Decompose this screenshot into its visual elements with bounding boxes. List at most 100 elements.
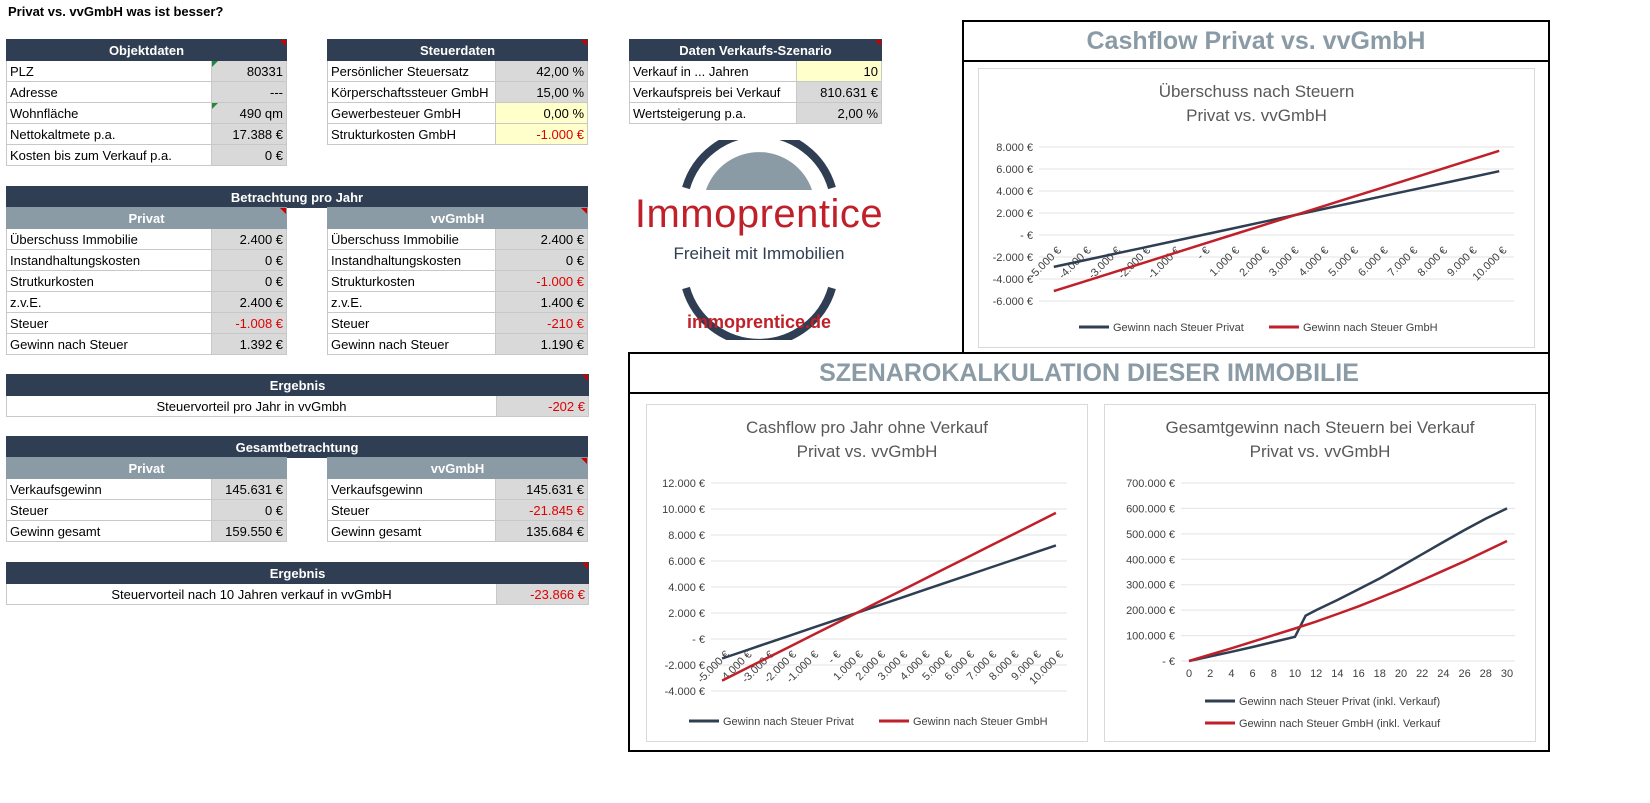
row-value[interactable]: 2.400 € xyxy=(495,228,588,250)
chart-title: Überschuss nach Steuern xyxy=(1159,82,1355,101)
y-tick-label: 8.000 € xyxy=(996,142,1033,154)
table-row: Steuer -1.008 € xyxy=(6,312,288,334)
table-row: Strutkurkosten 0 € xyxy=(6,270,288,292)
row-value[interactable]: 1.190 € xyxy=(495,333,588,355)
gesamt-gmbh-table: vvGmbH Verkaufsgewinn 145.631 € Steuer -21.… xyxy=(327,457,588,542)
table-row: z.v.E. 1.400 € xyxy=(327,291,588,313)
row-value[interactable]: 1.392 € xyxy=(210,333,288,355)
chart-svg: Cashflow pro Jahr ohne Verkauf Privat vs.… xyxy=(662,418,1067,728)
x-tick-label: 2.000 € xyxy=(1237,245,1271,279)
x-tick-label: 14 xyxy=(1331,668,1343,680)
chart-subtitle: Privat vs. vvGmbH xyxy=(1186,106,1327,125)
row-label: Verkauf in ... Jahren xyxy=(629,60,797,82)
legend-label: Gewinn nach Steuer Privat xyxy=(1113,322,1244,334)
verkauf-header: Daten Verkaufs-Szenario xyxy=(628,39,883,61)
y-tick-label: 12.000 € xyxy=(662,478,705,490)
ergebnis1-value[interactable]: -202 € xyxy=(496,395,589,417)
logo-url[interactable]: immoprentice.de xyxy=(686,312,832,332)
ergebnis2-header: Ergebnis xyxy=(6,562,589,584)
row-value[interactable]: 42,00 % xyxy=(494,60,589,82)
chart-title: Gesamtgewinn nach Steuern bei Verkauf xyxy=(1165,418,1474,437)
row-value[interactable]: 490 qm xyxy=(211,102,287,124)
row-value[interactable]: 80331 xyxy=(211,60,287,82)
chart-subtitle: Privat vs. vvGmbH xyxy=(1250,442,1391,461)
pro-jahr-privat-table: Privat Überschuss Immobilie 2.400 € Instan… xyxy=(5,207,288,355)
y-tick-label: - € xyxy=(1020,230,1033,242)
row-value[interactable]: 810.631 € xyxy=(795,81,883,103)
legend-label: Gewinn nach Steuer GmbH (inkl. Verkauf xyxy=(1239,718,1441,730)
row-label: Verkaufsgewinn xyxy=(327,478,496,500)
series-line-gmbh xyxy=(1188,539,1508,663)
row-label: Instandhaltungskosten xyxy=(6,249,212,271)
ergebnis2-label: Steuervorteil nach 10 Jahren verkauf in … xyxy=(6,583,497,605)
x-tick-label: 6.000 € xyxy=(1356,245,1390,279)
row-value[interactable]: -1.008 € xyxy=(210,312,288,334)
row-label: Steuer xyxy=(6,312,212,334)
x-tick-label: 26 xyxy=(1458,668,1470,680)
table-row: Gewerbesteuer GmbH 0,00 % xyxy=(327,102,589,124)
chart-subtitle: Privat vs. vvGmbH xyxy=(797,442,938,461)
chart-gesamtgewinn[interactable]: Gesamtgewinn nach Steuern bei Verkauf Pri… xyxy=(1104,404,1536,742)
row-value[interactable]: -210 € xyxy=(495,312,588,334)
x-tick-label: 12 xyxy=(1310,668,1322,680)
x-tick-label: 5.000 € xyxy=(1326,245,1360,279)
x-tick-label: 22 xyxy=(1416,668,1428,680)
chart-cashflow-pro-jahr[interactable]: Cashflow pro Jahr ohne Verkauf Privat vs.… xyxy=(646,404,1088,742)
pro-jahr-header-table: Betrachtung pro Jahr xyxy=(6,186,588,208)
y-tick-label: 6.000 € xyxy=(668,556,705,568)
x-tick-label: 4.000 € xyxy=(1297,245,1331,279)
row-value[interactable]: 0 € xyxy=(210,499,288,521)
table-row: Wohnfläche 490 qm xyxy=(6,102,287,124)
y-tick-label: 500.000 € xyxy=(1126,529,1175,541)
row-value[interactable]: -1.000 € xyxy=(495,270,588,292)
y-tick-label: -2.000 € xyxy=(665,660,705,672)
x-tick-label: 28 xyxy=(1480,668,1492,680)
row-value[interactable]: 0,00 % xyxy=(494,102,589,124)
row-value[interactable]: 15,00 % xyxy=(494,81,589,103)
pro-jahr-header: Betrachtung pro Jahr xyxy=(6,186,588,208)
table-row: z.v.E. 2.400 € xyxy=(6,291,288,313)
row-value[interactable]: 2.400 € xyxy=(210,291,288,313)
x-tick-label: 0 xyxy=(1186,668,1192,680)
row-value[interactable]: 1.400 € xyxy=(495,291,588,313)
y-tick-label: 400.000 € xyxy=(1126,554,1175,566)
y-tick-label: -4.000 € xyxy=(665,686,705,698)
y-tick-label: 4.000 € xyxy=(996,186,1033,198)
row-value[interactable]: --- xyxy=(211,81,287,103)
pro-jahr-gmbh-table: vvGmbH Überschuss Immobilie 2.400 € Instan… xyxy=(327,207,588,355)
y-tick-label: 2.000 € xyxy=(668,608,705,620)
x-tick-label: - € xyxy=(1195,245,1213,263)
row-value[interactable]: 10 xyxy=(795,60,883,82)
row-label: Überschuss Immobilie xyxy=(327,228,496,250)
row-value[interactable]: 2.400 € xyxy=(210,228,288,250)
row-value[interactable]: 0 € xyxy=(210,270,288,292)
row-value[interactable]: 0 € xyxy=(495,249,588,271)
row-value[interactable]: 159.550 € xyxy=(210,520,288,542)
table-row: Wertsteigerung p.a. 2,00 % xyxy=(629,102,883,124)
row-value[interactable]: 145.631 € xyxy=(210,478,288,500)
row-value[interactable]: -1.000 € xyxy=(494,123,589,145)
verkauf-table: Daten Verkaufs-Szenario Verkauf in ... J… xyxy=(628,39,883,124)
row-value[interactable]: 0 € xyxy=(210,249,288,271)
row-value[interactable]: 0 € xyxy=(211,144,287,166)
table-row: Gewinn gesamt 135.684 € xyxy=(327,520,588,542)
x-tick-label: -1.000 € xyxy=(1146,245,1183,282)
table-row: Instandhaltungskosten 0 € xyxy=(6,249,288,271)
ergebnis2-value[interactable]: -23.866 € xyxy=(496,583,589,605)
row-value[interactable]: 2,00 % xyxy=(795,102,883,124)
row-label: Steuer xyxy=(327,312,496,334)
row-value[interactable]: 17.388 € xyxy=(211,123,287,145)
table-row: Persönlicher Steuersatz 42,00 % xyxy=(327,60,589,82)
table-row: Gewinn nach Steuer 1.392 € xyxy=(6,333,288,355)
pro-jahr-gmbh-header: vvGmbH xyxy=(327,207,588,229)
row-label: Steuer xyxy=(327,499,496,521)
gesamt-header: Gesamtbetrachtung xyxy=(6,436,588,458)
row-label: Strukturkosten GmbH xyxy=(327,123,496,145)
steuerdaten-table: Steuerdaten Persönlicher Steuersatz 42,00… xyxy=(326,39,589,145)
logo-brand: Immoprentice xyxy=(634,192,884,236)
gesamt-privat-header: Privat xyxy=(5,457,288,479)
chart-ueberschuss[interactable]: Überschuss nach Steuern Privat vs. vvGmbH… xyxy=(978,68,1535,348)
row-value[interactable]: 145.631 € xyxy=(495,478,588,500)
row-value[interactable]: -21.845 € xyxy=(495,499,588,521)
row-value[interactable]: 135.684 € xyxy=(495,520,588,542)
